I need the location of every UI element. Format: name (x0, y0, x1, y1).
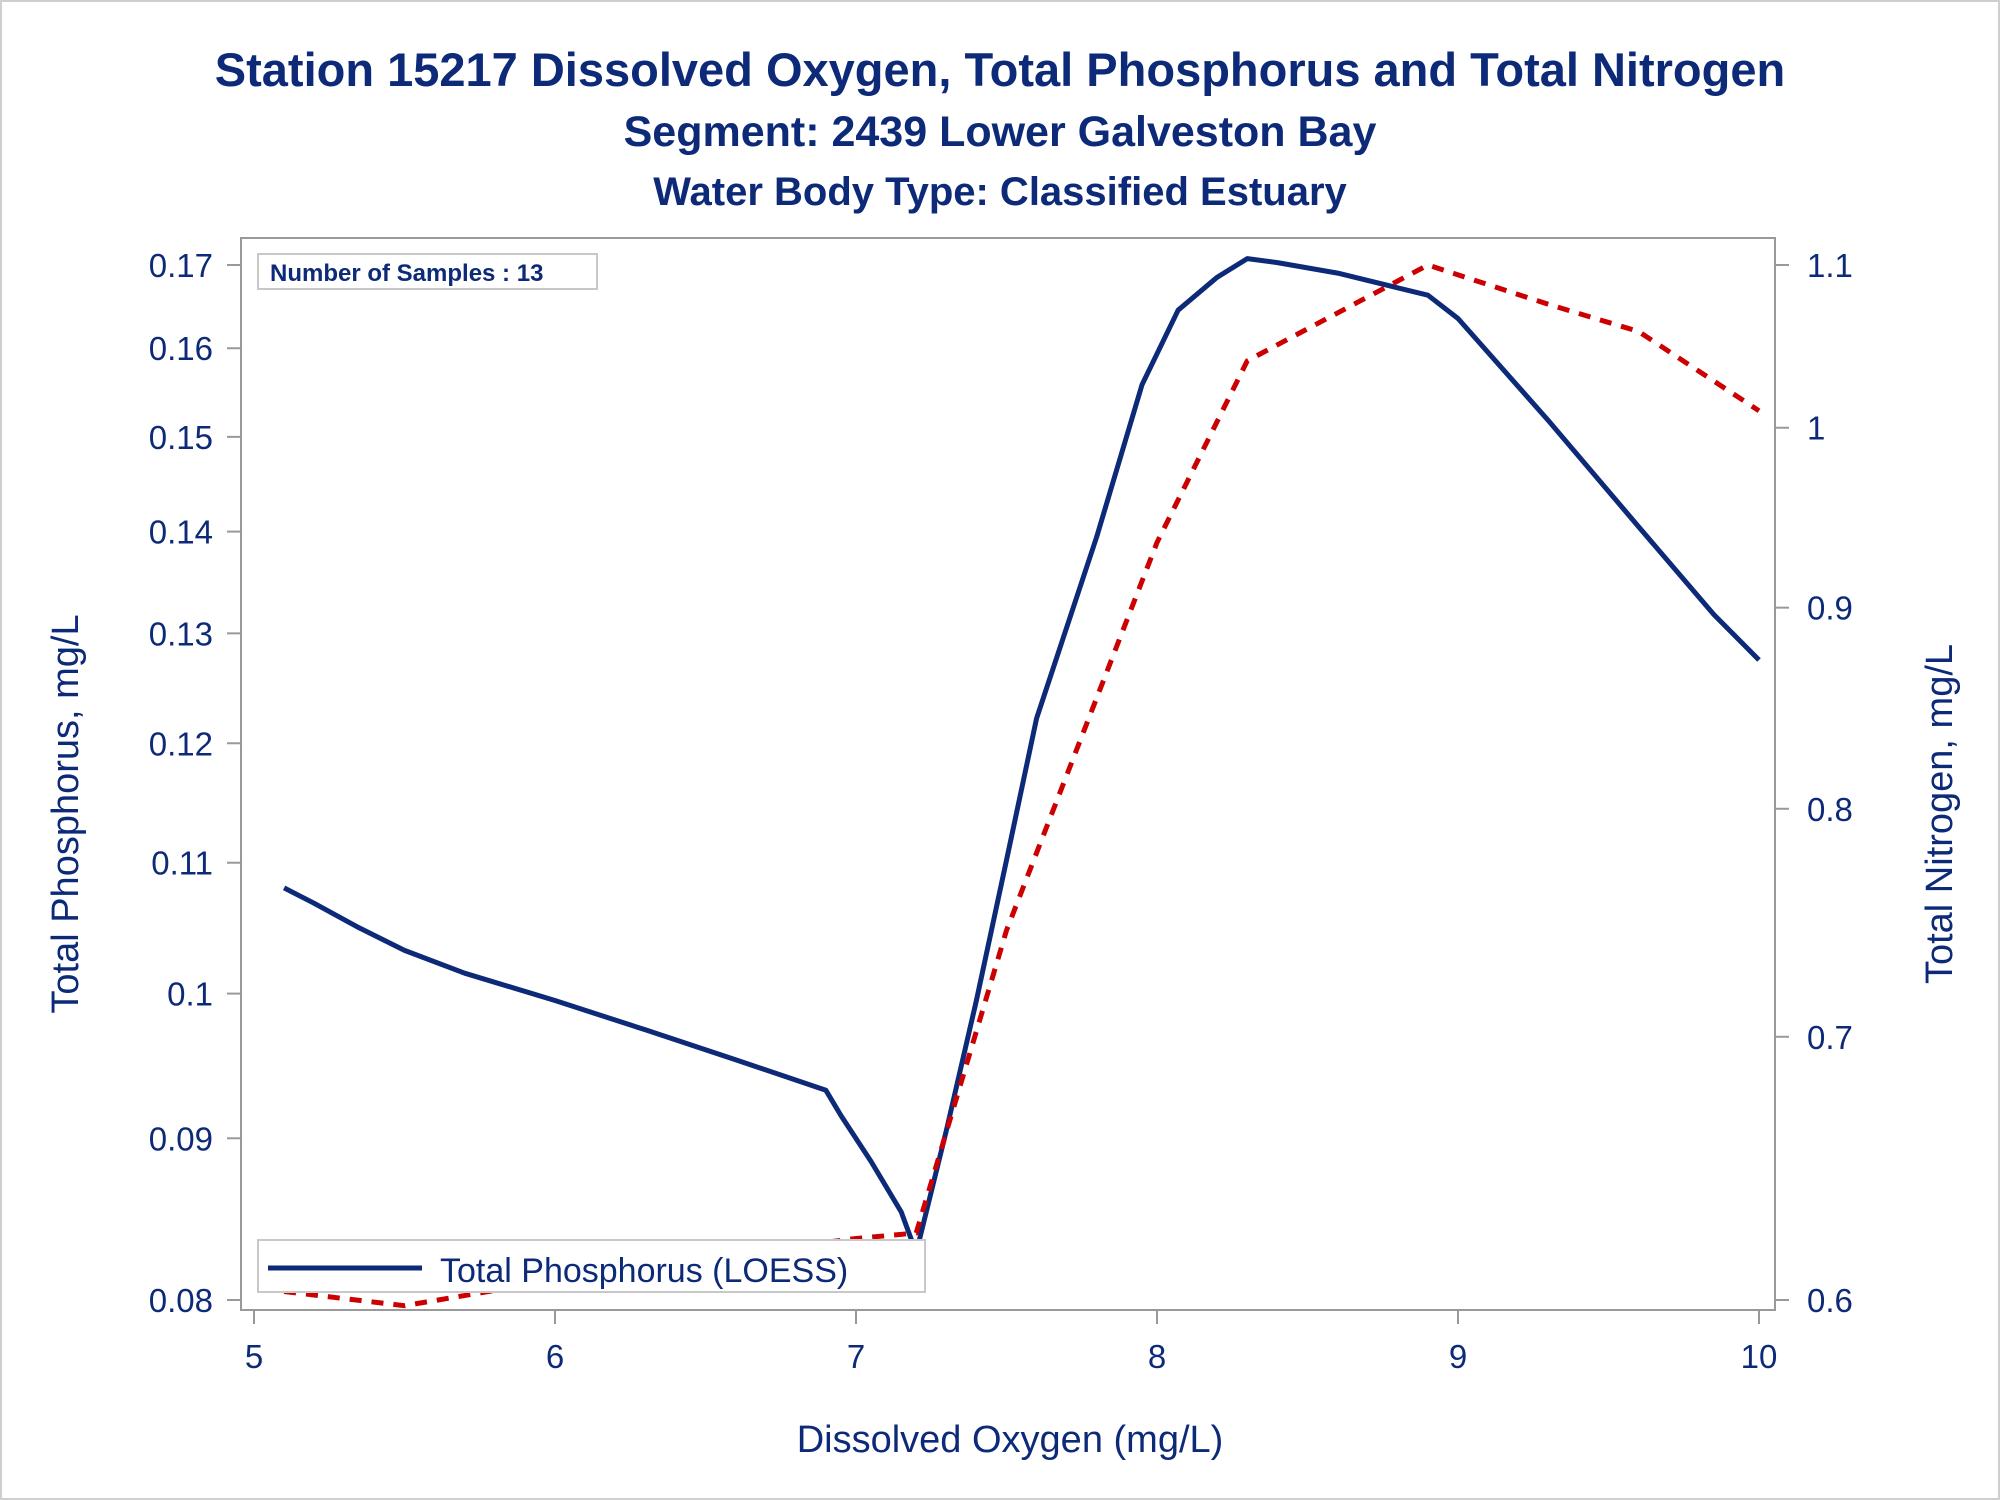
y2-tick-label: 0.6 (1807, 1282, 1853, 1319)
y2-axis-title: Total Nitrogen, mg/L (1919, 644, 1961, 984)
x-axis-title: Dissolved Oxygen (mg/L) (797, 1419, 1224, 1461)
y-tick-label: 0.13 (149, 615, 213, 652)
y2-tick-label: 0.8 (1807, 791, 1853, 828)
y-tick-label: 0.08 (149, 1282, 213, 1319)
chart-subtitle-water-body: Water Body Type: Classified Estuary (653, 170, 1347, 214)
x-tick-label: 6 (546, 1338, 564, 1375)
x-tick-label: 7 (847, 1338, 865, 1375)
x-tick-label: 8 (1148, 1338, 1166, 1375)
y-tick-label: 0.11 (151, 845, 213, 882)
legend: Total Phosphorus (LOESS) (257, 1239, 926, 1293)
y2-tick-label: 0.7 (1807, 1019, 1853, 1056)
chart-title: Station 15217 Dissolved Oxygen, Total Ph… (214, 43, 1786, 96)
y-tick-label: 0.17 (149, 247, 213, 284)
annotation-box (257, 253, 598, 290)
y2-tick-label: 0.9 (1807, 590, 1853, 627)
y-tick-label: 0.16 (149, 330, 213, 367)
y-tick-label: 0.09 (149, 1120, 213, 1157)
x-tick-label: 10 (1741, 1338, 1778, 1375)
annotation-text: Number of Samples : 13 (270, 260, 543, 287)
y2-tick-label: 1 (1807, 410, 1825, 447)
axes-layer: 5 6 7 8 9 10 0.08 0.09 0.1 0.11 0.12 0.13 0.14 0.15 0.… (149, 237, 1853, 1375)
y-tick-label: 0.1 (167, 976, 213, 1013)
plot-area-frame (240, 237, 1776, 1311)
y2-tick-label: 1.1 (1807, 247, 1853, 284)
y-tick-label: 0.15 (149, 419, 213, 456)
sample-count-annotation: Number of Samples : 13 (257, 253, 598, 290)
legend-phosphorus-label: Total Phosphorus (LOESS) (440, 1252, 848, 1290)
y-axis-title: Total Phosphorus, mg/L (45, 614, 87, 1013)
phosphorus-series-line (282, 256, 1761, 1256)
series-layer (282, 256, 1761, 1309)
x-tick-label: 5 (245, 1338, 263, 1375)
y-tick-label: 0.12 (149, 725, 213, 762)
chart-subtitle-segment: Segment: 2439 Lower Galveston Bay (623, 108, 1377, 156)
x-tick-label: 9 (1449, 1338, 1467, 1375)
y-tick-label: 0.14 (149, 514, 213, 551)
